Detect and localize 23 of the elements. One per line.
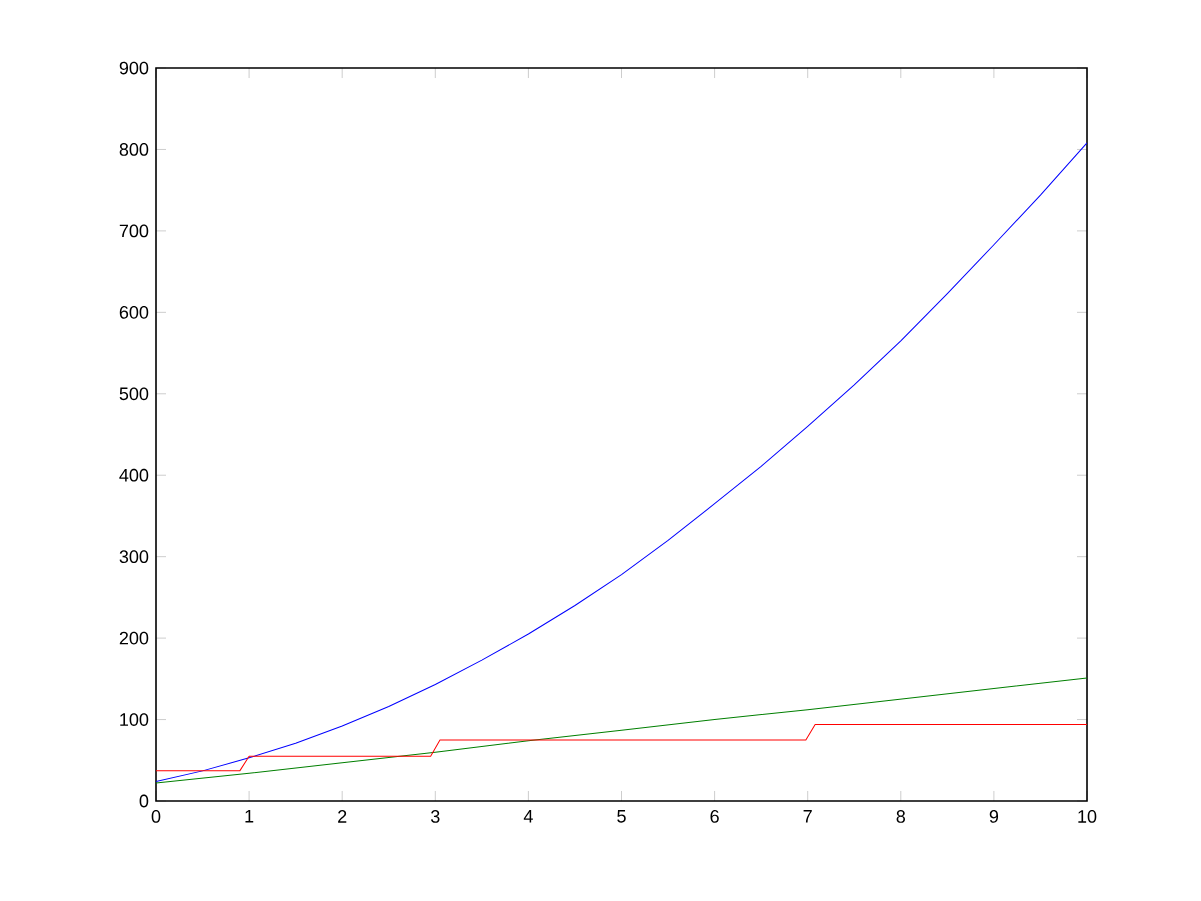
x-tick-label: 4: [523, 810, 533, 823]
x-tick-label: 6: [710, 810, 719, 823]
line-series: [156, 142, 1088, 782]
y-tick-label: 0: [139, 794, 149, 808]
y-tick-label: 200: [119, 631, 149, 645]
y-tick-label: 700: [119, 224, 149, 238]
x-tick-label: 0: [151, 810, 161, 823]
y-tick-label: 600: [119, 305, 149, 319]
x-tick-label: 5: [617, 810, 626, 823]
x-tick-label: 2: [338, 810, 347, 823]
y-tick-label: 500: [119, 387, 149, 401]
x-tick-label: 7: [803, 810, 812, 823]
y-tick-label: 800: [119, 143, 149, 156]
x-tick-label: 1: [245, 810, 254, 823]
x-tick-label: 3: [430, 810, 440, 823]
y-tick-label: 400: [119, 468, 149, 482]
x-tick-label: 9: [989, 810, 999, 823]
y-tick-label: 100: [120, 713, 149, 726]
x-tick-label: 8: [896, 810, 906, 823]
y-tick-label: 900: [119, 61, 149, 75]
line-series: [156, 723, 1088, 772]
y-tick-label: 300: [119, 550, 149, 564]
x-tick-label: 10: [1078, 810, 1097, 823]
